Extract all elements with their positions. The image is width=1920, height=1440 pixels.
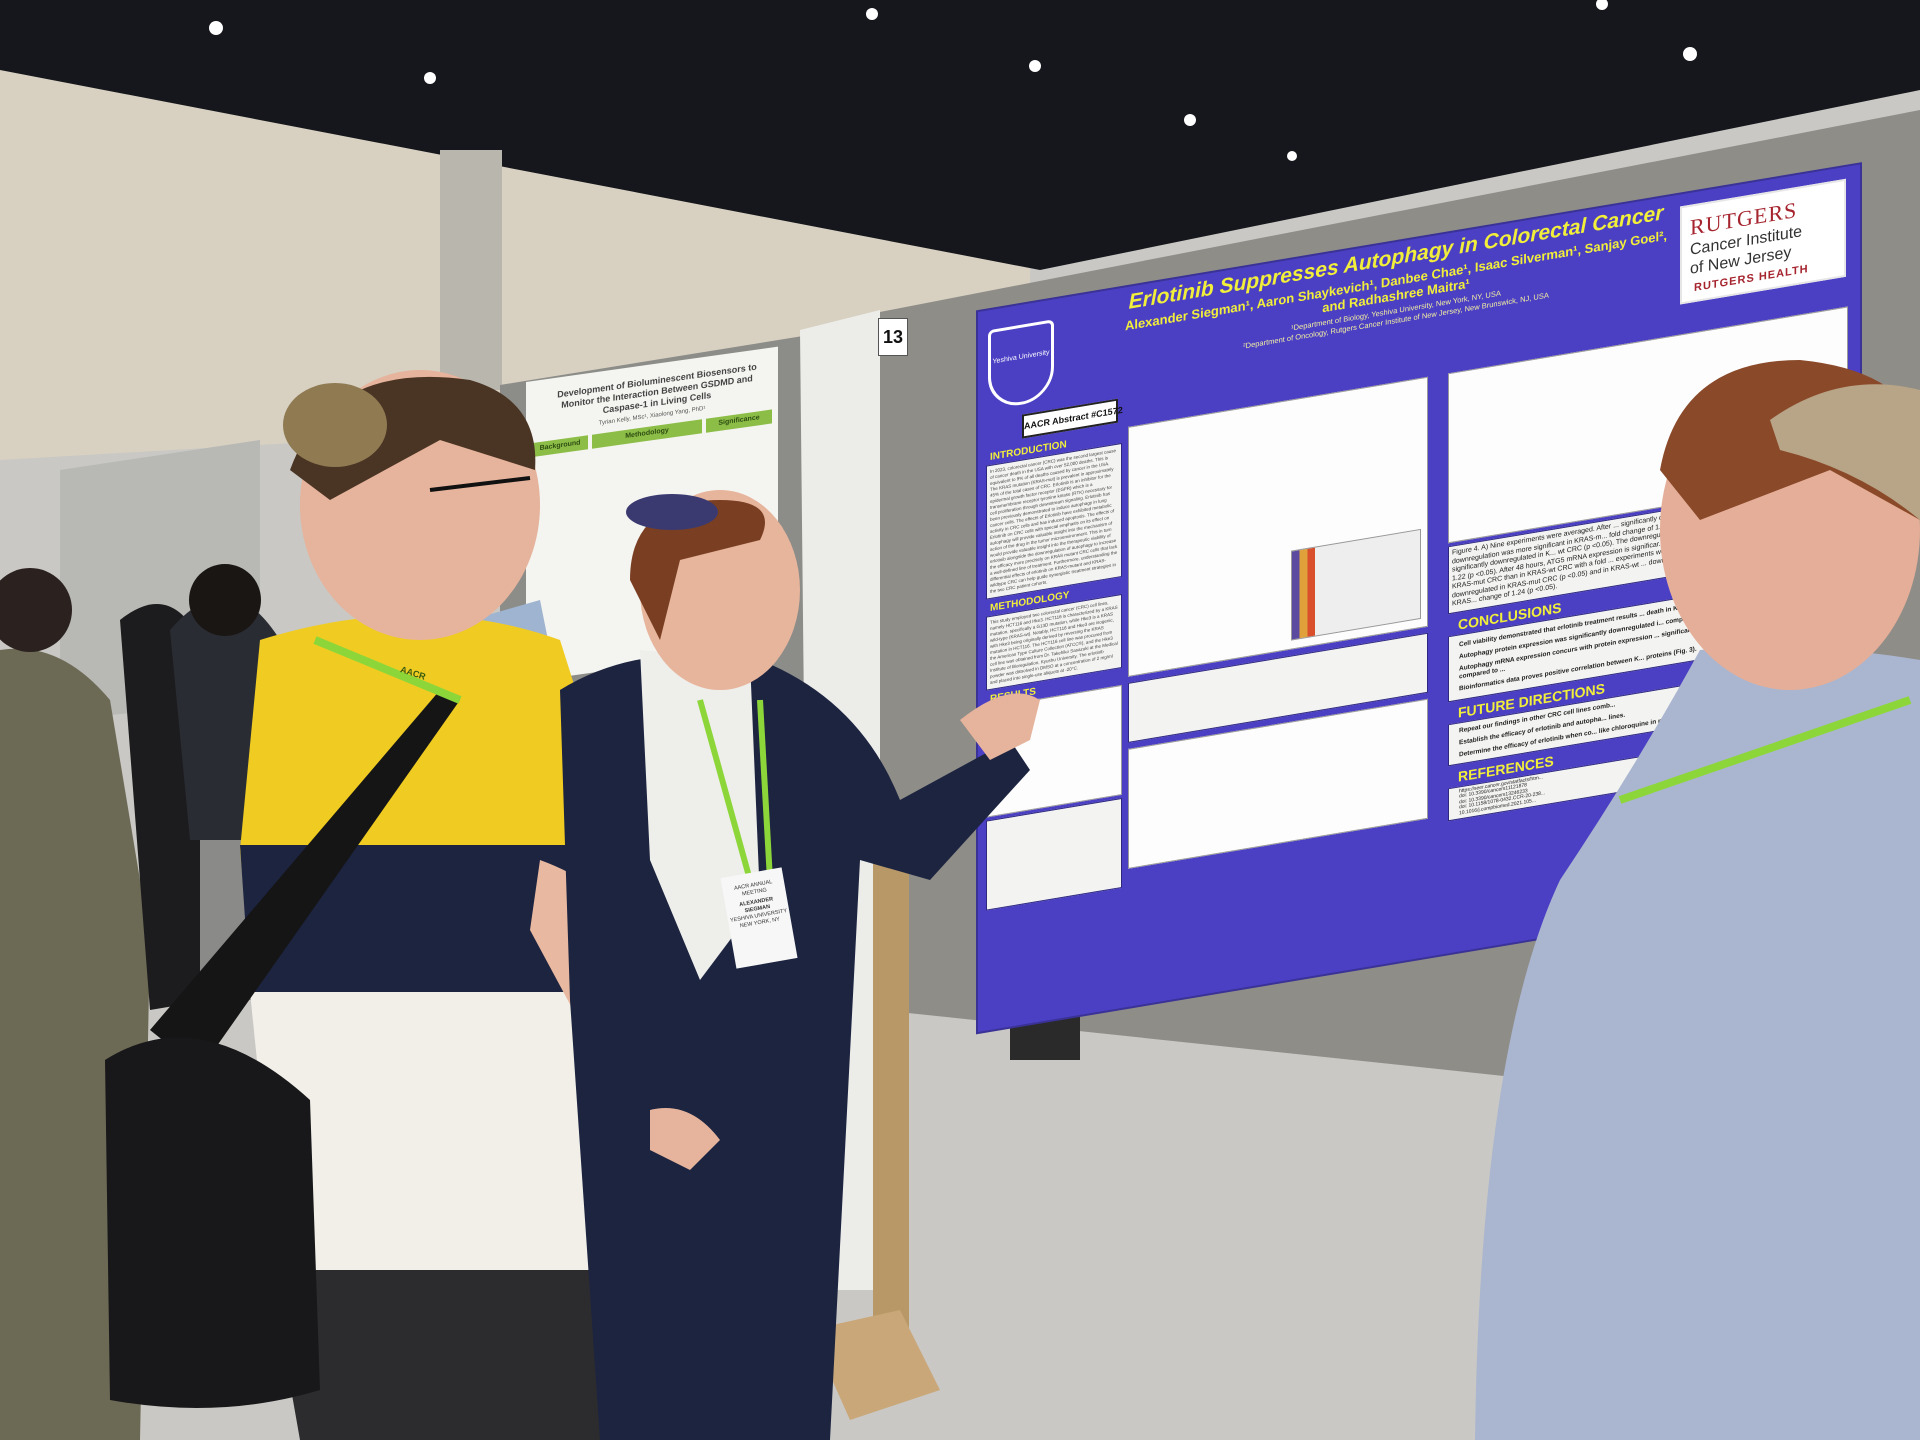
ceiling-light bbox=[866, 8, 878, 20]
kippah bbox=[1770, 384, 1920, 520]
ceiling-light bbox=[1596, 0, 1608, 10]
ceiling-light bbox=[1184, 114, 1196, 126]
attendee-blue-sweater bbox=[1475, 360, 1920, 1440]
attendee-yellow-shirt bbox=[105, 370, 680, 1440]
lanyard bbox=[1618, 696, 1912, 804]
pillar bbox=[440, 150, 502, 390]
ceiling-light bbox=[1287, 151, 1297, 161]
ceiling-light bbox=[1029, 60, 1041, 72]
eyeglasses bbox=[429, 476, 531, 492]
lanyard bbox=[757, 699, 773, 881]
cardboard-tube bbox=[873, 808, 909, 1348]
bag-strap bbox=[150, 690, 460, 1070]
ceiling-light bbox=[424, 72, 436, 84]
kippah bbox=[283, 383, 387, 467]
shoulder-bag bbox=[105, 1037, 320, 1408]
gesturing-hand bbox=[960, 693, 1040, 760]
board-number-sign: 13 bbox=[878, 318, 908, 356]
presenter-navy-suit bbox=[560, 490, 1040, 1440]
ceiling-light bbox=[209, 21, 223, 35]
paper-bag bbox=[810, 1310, 940, 1420]
kippah bbox=[626, 494, 718, 530]
ceiling bbox=[0, 0, 1920, 270]
lanyard bbox=[313, 636, 462, 704]
ceiling-light bbox=[1683, 47, 1697, 61]
